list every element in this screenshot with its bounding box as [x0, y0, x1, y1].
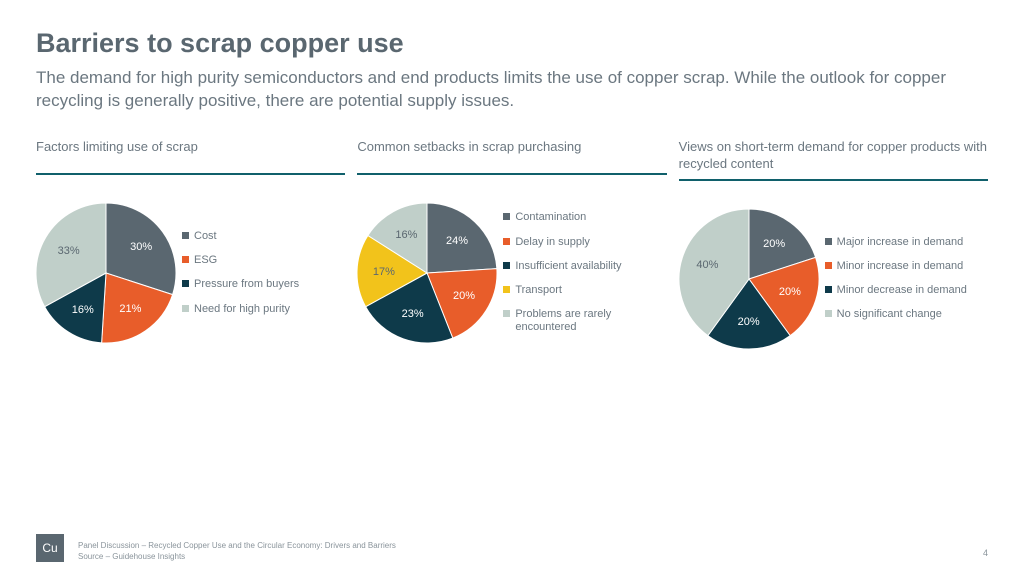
legend-label: Cost: [194, 230, 217, 243]
pie-chart: 20% 20% 20% 40%: [679, 209, 819, 349]
chart-body: 20% 20% 20% 40% Major increase in demand Mino…: [679, 209, 988, 349]
legend-item: Cost: [182, 230, 299, 243]
legend-item: Need for high purity: [182, 303, 299, 316]
footer-text: Panel Discussion – Recycled Copper Use a…: [78, 541, 396, 562]
legend-swatch-icon: [503, 262, 510, 269]
pie-slice-label: 21%: [119, 303, 141, 315]
legend-swatch-icon: [825, 286, 832, 293]
legend-swatch-icon: [182, 232, 189, 239]
chart-title: Common setbacks in scrap purchasing: [357, 139, 666, 175]
pie-slice-label: 17%: [373, 266, 395, 278]
legend-label: Minor decrease in demand: [837, 284, 967, 297]
legend-swatch-icon: [503, 286, 510, 293]
legend-item: ESG: [182, 254, 299, 267]
legend-swatch-icon: [825, 262, 832, 269]
pie-chart: 30% 21% 16% 33%: [36, 203, 176, 343]
slide: Barriers to scrap copper use The demand …: [0, 0, 1024, 349]
legend-swatch-icon: [825, 238, 832, 245]
legend-swatch-icon: [503, 310, 510, 317]
pie-slice-label: 23%: [402, 308, 424, 320]
legend-swatch-icon: [182, 256, 189, 263]
legend-swatch-icon: [825, 310, 832, 317]
page-title: Barriers to scrap copper use: [36, 28, 988, 59]
pie-slice-label: 20%: [738, 316, 760, 328]
legend-label: Transport: [515, 284, 562, 297]
legend-label: Major increase in demand: [837, 236, 964, 249]
legend-swatch-icon: [503, 213, 510, 220]
footer: Cu Panel Discussion – Recycled Copper Us…: [36, 534, 396, 562]
pie-slice-label: 20%: [763, 238, 785, 250]
pie-slice-label: 16%: [72, 304, 94, 316]
pie-slice-label: 30%: [130, 241, 152, 253]
legend-label: Problems are rarely encountered: [515, 308, 666, 334]
legend: Contamination Delay in supply Insufficient…: [503, 211, 666, 334]
pie-slice-label: 16%: [395, 229, 417, 241]
legend-item: Minor decrease in demand: [825, 284, 967, 297]
legend-swatch-icon: [182, 305, 189, 312]
chart-body: 30% 21% 16% 33% Cost ESG Pressure from buyers N…: [36, 203, 345, 343]
footer-line2: Source – Guidehouse Insights: [78, 552, 396, 562]
legend-item: Major increase in demand: [825, 236, 967, 249]
legend-item: Transport: [503, 284, 666, 297]
chart-col-2: Views on short-term demand for copper pr…: [679, 139, 988, 349]
legend: Cost ESG Pressure from buyers Need for high…: [182, 230, 299, 316]
pie-slice-label: 20%: [779, 286, 801, 298]
chart-title: Views on short-term demand for copper pr…: [679, 139, 988, 181]
pie-slice-label: 33%: [58, 245, 80, 257]
legend-item: No significant change: [825, 308, 967, 321]
page-number: 4: [983, 548, 988, 558]
legend-label: Minor increase in demand: [837, 260, 964, 273]
legend-label: Need for high purity: [194, 303, 290, 316]
pie-slice-label: 20%: [453, 290, 475, 302]
chart-col-0: Factors limiting use of scrap 30% 21% 16% 33…: [36, 139, 345, 349]
cu-badge-icon: Cu: [36, 534, 64, 562]
chart-body: 24% 20% 23% 17% 16% Contamination Delay in sup…: [357, 203, 666, 343]
chart-col-1: Common setbacks in scrap purchasing 24% 20…: [357, 139, 666, 349]
pie-chart: 24% 20% 23% 17% 16%: [357, 203, 497, 343]
charts-row: Factors limiting use of scrap 30% 21% 16% 33…: [36, 139, 988, 349]
footer-line1: Panel Discussion – Recycled Copper Use a…: [78, 541, 396, 551]
legend-swatch-icon: [182, 280, 189, 287]
legend-item: Contamination: [503, 211, 666, 224]
pie-slice-label: 24%: [446, 235, 468, 247]
legend-item: Pressure from buyers: [182, 278, 299, 291]
legend-label: No significant change: [837, 308, 942, 321]
pie-slice-label: 40%: [696, 259, 718, 271]
legend-item: Insufficient availability: [503, 260, 666, 273]
legend-label: ESG: [194, 254, 217, 267]
page-subtitle: The demand for high purity semiconductor…: [36, 67, 988, 113]
legend: Major increase in demand Minor increase i…: [825, 236, 967, 322]
legend-item: Delay in supply: [503, 236, 666, 249]
legend-label: Contamination: [515, 211, 586, 224]
legend-item: Problems are rarely encountered: [503, 308, 666, 334]
legend-label: Pressure from buyers: [194, 278, 299, 291]
legend-item: Minor increase in demand: [825, 260, 967, 273]
legend-swatch-icon: [503, 238, 510, 245]
chart-title: Factors limiting use of scrap: [36, 139, 345, 175]
legend-label: Delay in supply: [515, 236, 590, 249]
legend-label: Insufficient availability: [515, 260, 621, 273]
